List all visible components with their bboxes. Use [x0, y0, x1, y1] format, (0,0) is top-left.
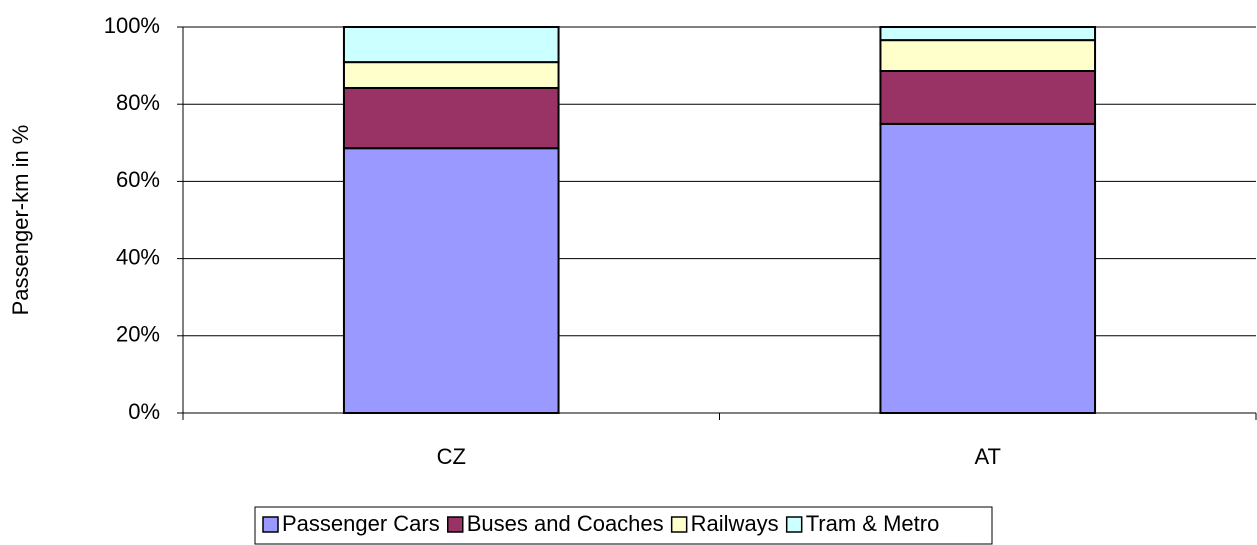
bar-segment: [879, 26, 1097, 42]
bar-segment: [342, 26, 560, 64]
y-axis-label: Passenger-km in %: [8, 125, 33, 316]
y-tick-label: 40%: [116, 244, 160, 269]
legend-swatch: [262, 516, 279, 533]
bar-segment: [342, 147, 560, 414]
bar-segment: [879, 70, 1097, 125]
legend-box: [254, 506, 993, 545]
y-tick-label: 0%: [128, 399, 160, 424]
bar-segment: [342, 61, 560, 89]
legend-label: Railways: [691, 511, 779, 536]
y-tick-label: 60%: [116, 167, 160, 192]
y-tick-label: 100%: [104, 13, 160, 38]
y-tick-label: 20%: [116, 322, 160, 347]
y-tick-label: 80%: [116, 90, 160, 115]
legend-swatch: [785, 516, 803, 533]
bar-segment: [879, 39, 1097, 73]
x-tick-label: CZ: [437, 444, 466, 469]
bar-segment: [342, 86, 560, 150]
legend-swatch: [670, 516, 688, 533]
legend-label: Passenger Cars: [282, 511, 440, 536]
x-tick-label: AT: [975, 444, 1001, 469]
bar-segment: [879, 122, 1097, 415]
legend-swatch: [447, 516, 464, 533]
legend-label: Tram & Metro: [806, 511, 940, 536]
legend-label: Buses and Coaches: [467, 511, 664, 536]
